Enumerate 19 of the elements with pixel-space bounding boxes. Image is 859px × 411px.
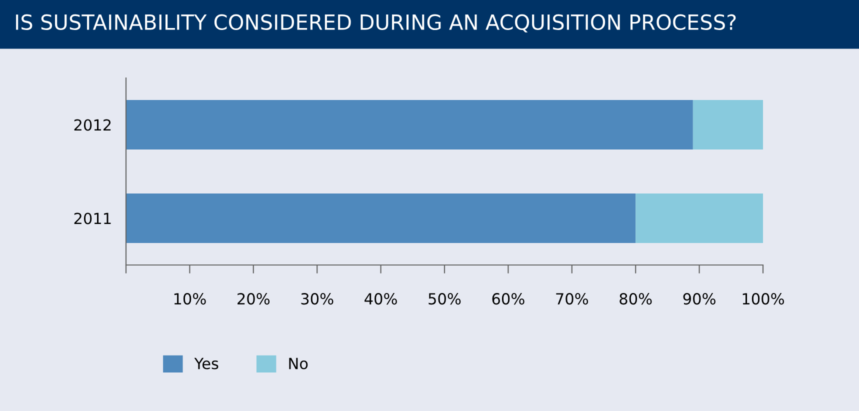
legend-label: No <box>289 358 308 370</box>
x-tick-label: 10% <box>174 293 206 305</box>
y-tick-label: 2011 <box>74 212 111 224</box>
x-tick-label: 20% <box>238 293 270 305</box>
bar <box>692 100 763 150</box>
x-tick-label: 70% <box>556 293 588 305</box>
x-tick-label: 80% <box>620 293 652 305</box>
bar <box>126 100 693 150</box>
x-tick-label: 60% <box>492 293 524 305</box>
x-tick-label: 50% <box>428 293 461 305</box>
chart-title: IS SUSTAINABILITY CONSIDERED DURING AN ACQUISITION PROCESS? <box>16 14 736 32</box>
x-tick-label: 40% <box>364 293 397 305</box>
y-tick-label: 2012 <box>74 119 111 131</box>
x-tick-label: 30% <box>301 293 334 305</box>
bar <box>126 193 636 244</box>
legend-label: Yes <box>194 358 218 370</box>
bar <box>636 193 763 244</box>
x-tick-label: 100% <box>742 293 784 305</box>
x-tick-label: 90% <box>683 293 716 305</box>
